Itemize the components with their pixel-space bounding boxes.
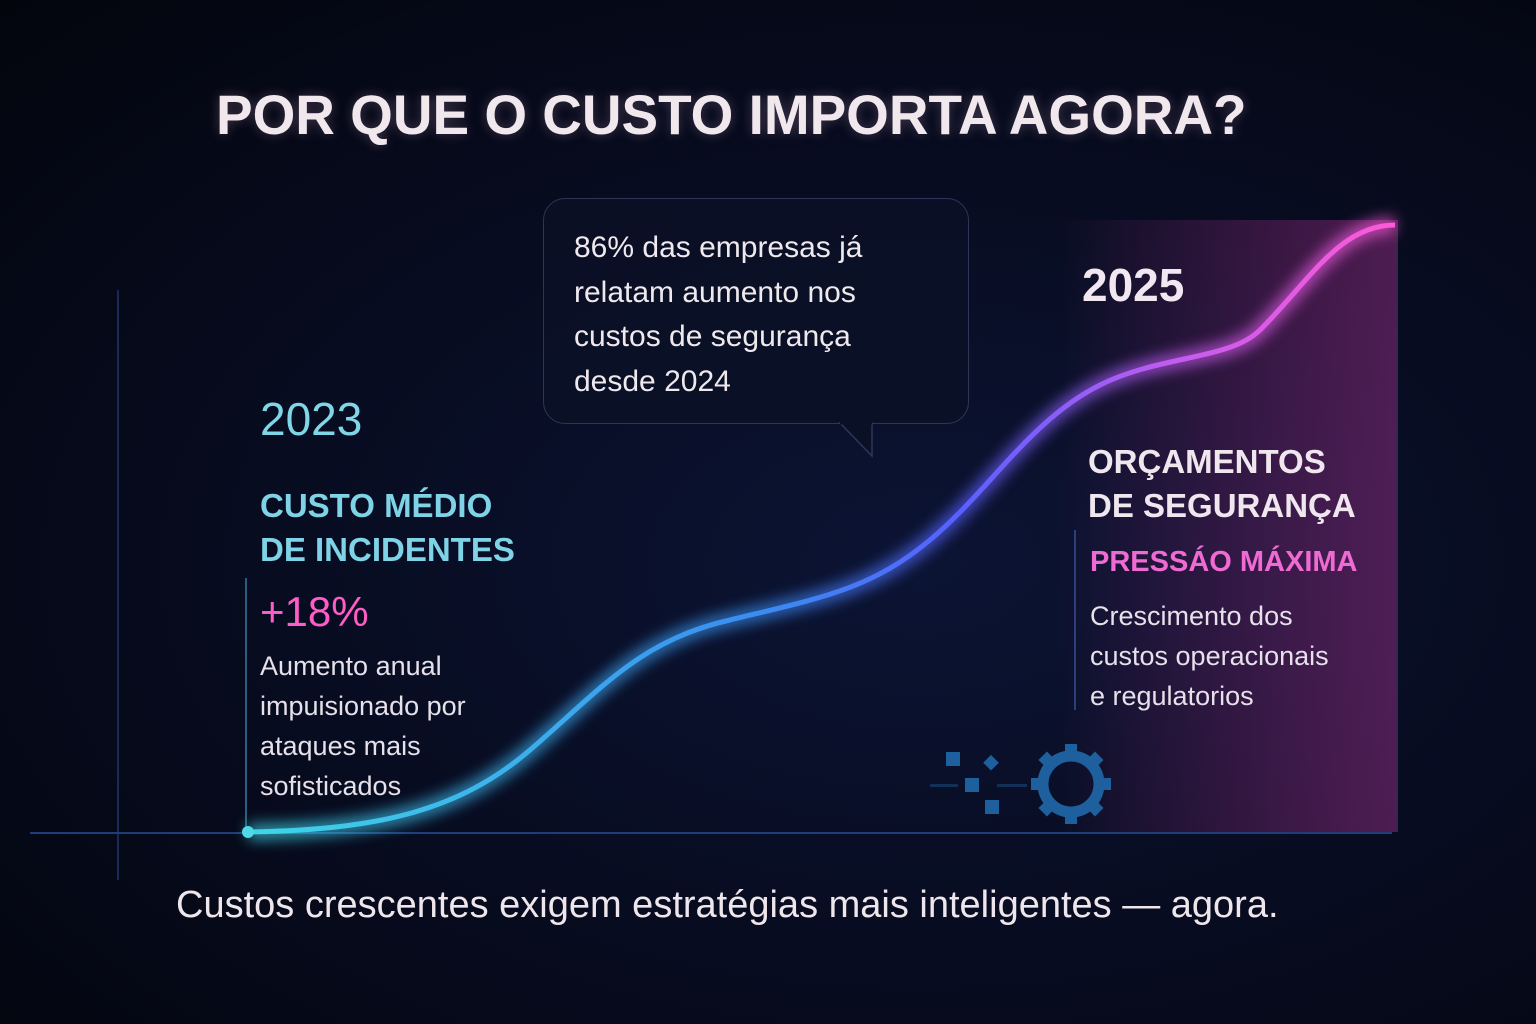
callout-line: custos de segurança <box>574 320 851 353</box>
body-line: custos operacionais <box>1090 641 1329 671</box>
left-body: Aumento anual impuisionado por ataques m… <box>260 646 466 806</box>
callout-line: relatam aumento nos <box>574 275 856 309</box>
callout-line: desde 2024 <box>574 364 731 398</box>
body-line: Crescimento dos <box>1090 601 1293 631</box>
heading-line: CUSTO MÉDIO <box>260 487 493 524</box>
year-2023-label: 2023 <box>260 393 363 445</box>
body-line: e regulatorios <box>1090 681 1254 711</box>
heading-line: DE SEGURANÇA <box>1088 487 1356 524</box>
left-heading: CUSTO MÉDIO DE INCIDENTES <box>260 484 515 572</box>
year-2025-label: 2025 <box>1082 259 1185 311</box>
callout-text: 86% das empresas já relatam aumento nos … <box>574 226 863 404</box>
body-line: Aumento anual <box>260 651 442 681</box>
page-title: POR QUE O CUSTO IMPORTA AGORA? <box>216 83 1247 146</box>
right-body: Crescimento dos custos operacionais e re… <box>1090 596 1329 716</box>
left-stat: +18% <box>260 588 369 635</box>
start-point <box>242 826 254 838</box>
callout-tail <box>838 422 873 458</box>
right-glow-area <box>1060 220 1398 832</box>
right-subheading: PRESSÁO MÁXIMA <box>1090 546 1358 578</box>
callout-line: 86% das empresas já <box>574 231 863 264</box>
right-heading: ORÇAMENTOS DE SEGURANÇA <box>1088 440 1356 528</box>
footer-tagline: Custos crescentes exigem estratégias mai… <box>176 884 1279 926</box>
body-line: sofisticados <box>260 771 402 801</box>
heading-line: DE INCIDENTES <box>260 531 515 568</box>
callout-bubble <box>543 198 969 424</box>
body-line: impuisionado por <box>260 691 466 721</box>
pixels-icon <box>930 752 1027 814</box>
trend-curve <box>247 222 1396 835</box>
body-line: ataques mais <box>260 731 421 761</box>
heading-line: ORÇAMENTOS <box>1088 443 1326 480</box>
